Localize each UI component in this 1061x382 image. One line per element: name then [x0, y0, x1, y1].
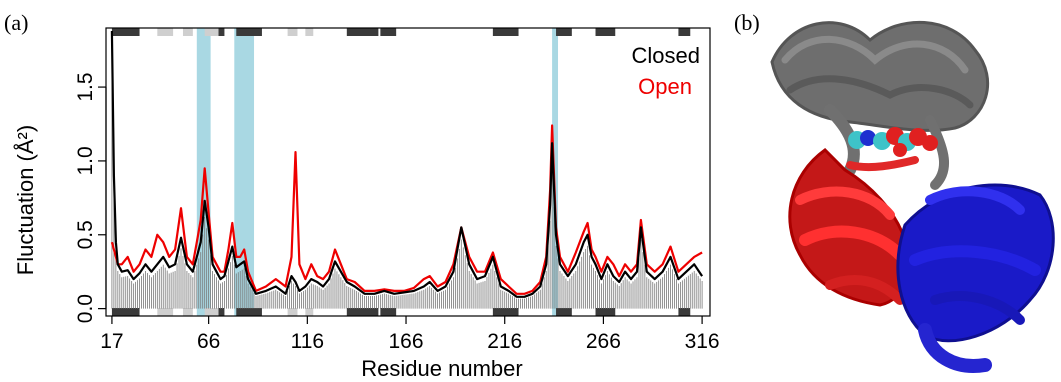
ss-light-top-2: [204, 28, 219, 36]
ss-light-top-4: [305, 28, 314, 36]
series-line-closed: [110, 30, 704, 298]
ss-light-bottom-3: [287, 308, 298, 316]
ss-light-top-1: [182, 28, 193, 36]
y-axis-label: Fluctuation (Å²): [13, 125, 38, 275]
ss-light-top-0: [157, 28, 174, 36]
series-lines: [110, 30, 704, 298]
x-tick-label: 216: [487, 330, 522, 353]
legend-entry-closed: Closed: [632, 43, 700, 68]
ss-dark-bottom-0: [111, 308, 140, 316]
x-axis-label: Residue number: [361, 356, 522, 381]
ss-dark-bottom-5: [492, 308, 519, 316]
y-axis: 0.0 0.5 1.0 1.5: [74, 72, 107, 323]
series-line-open: [110, 124, 703, 295]
highlight-regions: [196, 28, 559, 316]
ss-dark-top-1: [218, 28, 225, 36]
ss-light-bottom-4: [305, 308, 314, 316]
y-tick-label: 1.5: [74, 72, 97, 101]
ss-dark-bottom-2: [236, 308, 262, 316]
panel-label-b: (b): [734, 10, 760, 35]
blue-domain: [896, 183, 1055, 373]
ss-dark-top-7: [595, 28, 616, 36]
ss-dark-bottom-4: [380, 308, 397, 316]
ss-dark-top-6: [556, 28, 572, 36]
ss-dark-top-4: [380, 28, 397, 36]
legend: Closed Open: [632, 43, 700, 99]
ss-dark-bottom-6: [556, 308, 572, 316]
ss-dark-bottom-1: [218, 308, 225, 316]
ss-dark-top-5: [492, 28, 519, 36]
panel-label-a: (a): [4, 10, 28, 35]
y-tick-label: 0.5: [74, 220, 97, 249]
ss-dark-top-2: [236, 28, 262, 36]
red-domain: [788, 148, 919, 307]
x-tick-label: 166: [389, 330, 424, 353]
x-axis: 17 66 116 166 216 266 316: [100, 316, 720, 353]
x-tick-label: 266: [586, 330, 621, 353]
fluctuation-chart: 0.0 0.5 1.0 1.5 17 66 116 166 216 266 316 Residue…: [13, 27, 720, 381]
ss-dark-top-0: [111, 28, 140, 36]
highlight-region-1: [234, 28, 255, 316]
ss-dark-top-3: [346, 28, 379, 36]
ss-light-bottom-2: [204, 308, 219, 316]
ss-dark-top-8: [678, 28, 691, 36]
y-tick-label: 0.0: [74, 294, 97, 323]
ligand-spheres: [848, 127, 938, 157]
highlight-region-2: [552, 28, 559, 316]
legend-entry-open: Open: [638, 74, 692, 99]
y-tick-label: 1.0: [74, 146, 97, 175]
x-tick-label: 316: [685, 330, 720, 353]
ss-light-bottom-1: [182, 308, 193, 316]
secondary-structure-bars: [111, 28, 691, 316]
ss-dark-bottom-7: [595, 308, 616, 316]
x-tick-label: 17: [100, 330, 123, 353]
x-tick-label: 116: [291, 330, 324, 353]
ss-dark-bottom-3: [346, 308, 379, 316]
ss-light-top-3: [287, 28, 298, 36]
x-tick-label: 66: [197, 330, 220, 353]
gray-domain: [770, 20, 990, 190]
protein-structure-image: [770, 20, 1055, 373]
ss-light-bottom-0: [157, 308, 174, 316]
ss-dark-bottom-8: [678, 308, 691, 316]
